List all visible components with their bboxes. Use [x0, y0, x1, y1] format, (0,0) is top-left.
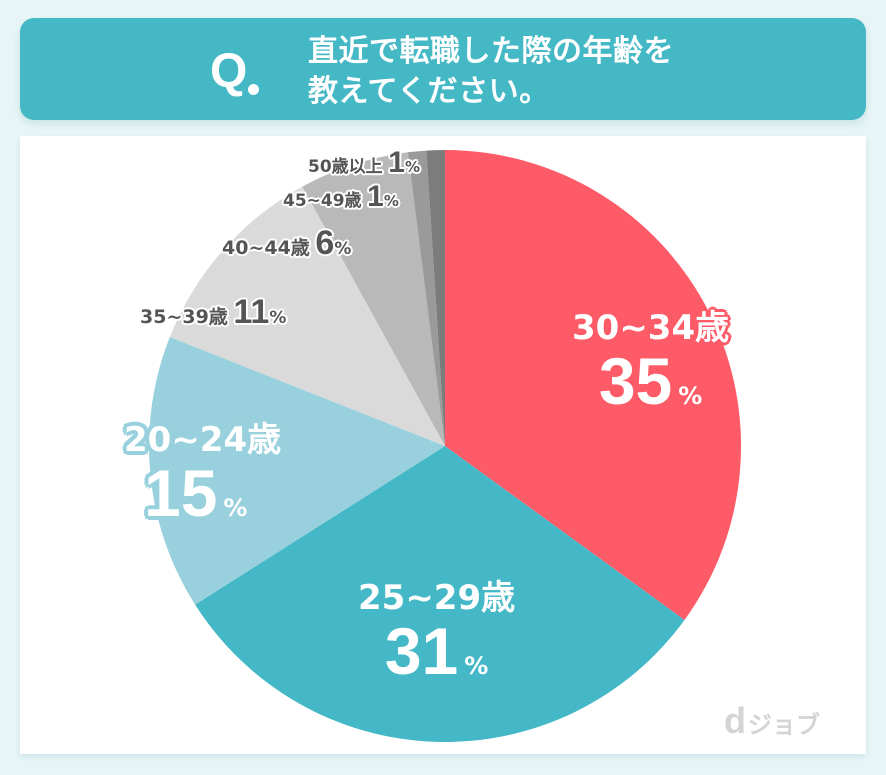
- question-text: 直近で転職した際の年齢を 教えてください。: [308, 32, 674, 112]
- question-header: Q 直近で転職した際の年齢を 教えてください。: [20, 18, 866, 120]
- label-45-49: 45~49歳 1%: [283, 180, 399, 213]
- label-35-39: 35~39歳 11%: [140, 293, 287, 331]
- q-dot: [248, 84, 259, 95]
- slice-50-plus: [426, 150, 445, 446]
- question-line-1: 直近で転職した際の年齢を: [308, 34, 674, 69]
- slice-20-24: [149, 337, 445, 605]
- slice-40-44: [302, 152, 445, 447]
- q-mark: Q: [210, 45, 248, 98]
- slice-30-34: [445, 150, 742, 620]
- label-20-24: 20~24歳 15%: [124, 420, 282, 530]
- label-25-29: 25~29歳 31%: [358, 578, 516, 688]
- slice-35-39: [169, 186, 446, 446]
- label-50-plus: 50歳以上 1%: [308, 146, 420, 179]
- label-30-34: 30~34歳 35%: [572, 308, 730, 418]
- slice-25-29: [195, 446, 685, 743]
- slice-45-49: [407, 150, 445, 446]
- d-job-logo: dジョブ: [724, 700, 820, 741]
- label-40-44: 40~44歳 6%: [222, 224, 352, 262]
- question-line-2: 教えてください。: [308, 74, 550, 109]
